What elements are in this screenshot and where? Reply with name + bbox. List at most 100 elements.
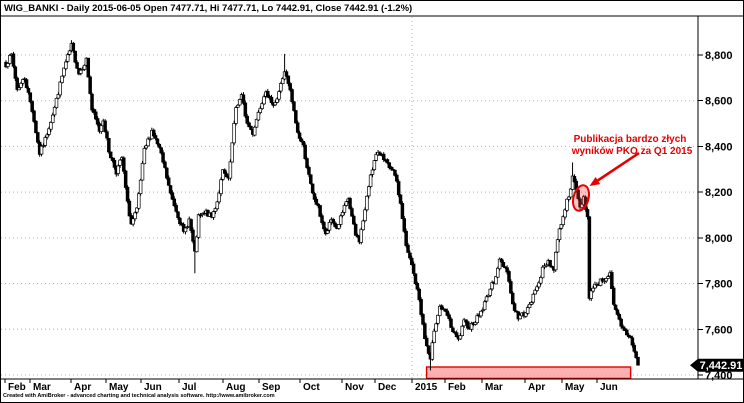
candle xyxy=(327,221,332,231)
last-price-label-box xyxy=(690,358,743,372)
candle xyxy=(350,208,354,217)
candle xyxy=(142,148,147,165)
x-axis-label: Mar xyxy=(33,382,51,393)
candle xyxy=(494,276,498,285)
candle xyxy=(555,239,560,253)
y-axis-label: 8,200 xyxy=(705,187,733,199)
y-axis-label: 8,000 xyxy=(705,233,733,245)
candle xyxy=(482,301,487,311)
candle xyxy=(237,99,242,106)
candle xyxy=(501,262,506,267)
candle xyxy=(123,170,128,188)
candle xyxy=(385,159,390,164)
candle xyxy=(342,205,347,213)
y-axis-label: 8,600 xyxy=(705,96,733,108)
candle xyxy=(628,335,633,338)
candle xyxy=(370,169,375,175)
candle xyxy=(189,219,193,231)
candle xyxy=(137,193,141,209)
axis-labels-layer: 8,800 8,600 8,400 8,200 8,000 7,800 7,600 7,400… xyxy=(8,50,733,393)
candle xyxy=(183,227,188,233)
candle xyxy=(527,303,532,308)
candle xyxy=(219,179,223,194)
candle xyxy=(561,216,565,225)
x-axis-label: Dec xyxy=(378,382,397,393)
candle xyxy=(75,62,79,69)
candle xyxy=(125,186,130,202)
candle xyxy=(191,229,195,242)
candle xyxy=(337,224,341,229)
candle xyxy=(50,114,55,124)
chart-title: WIG_BANKI - Daily 2015-06-05 Open 7477.7… xyxy=(4,3,413,14)
candle xyxy=(497,258,502,270)
candle xyxy=(415,282,420,290)
candle xyxy=(28,92,33,103)
candle xyxy=(606,276,610,279)
candle xyxy=(636,356,640,366)
candle xyxy=(131,218,135,225)
candle xyxy=(138,179,143,195)
candle xyxy=(381,153,386,161)
candle xyxy=(103,120,107,133)
candle xyxy=(17,87,21,91)
candle xyxy=(419,298,423,315)
candle xyxy=(62,67,66,77)
candle xyxy=(159,147,163,154)
last-price-label: 7,442.91 xyxy=(690,358,743,372)
candle xyxy=(122,157,126,172)
candle xyxy=(331,219,335,224)
annotation-text-line2: wyników PKO za Q1 2015 xyxy=(571,146,693,157)
x-axis-label: Feb xyxy=(8,382,26,393)
candle xyxy=(531,293,536,303)
x-axis-label: Aug xyxy=(226,382,245,393)
candle xyxy=(585,209,590,218)
candle xyxy=(438,305,442,317)
candle xyxy=(94,111,98,120)
x-axis-label: Sep xyxy=(262,382,280,393)
candle xyxy=(135,207,139,213)
candle xyxy=(260,103,264,109)
candle xyxy=(108,151,113,159)
candle xyxy=(305,158,309,168)
candle xyxy=(325,230,330,234)
candle xyxy=(273,102,278,106)
candle xyxy=(297,132,302,139)
candle xyxy=(374,153,378,161)
candle xyxy=(166,177,171,186)
y-axis-label: 7,800 xyxy=(705,279,733,291)
candle xyxy=(366,186,371,197)
candle xyxy=(230,142,234,163)
axes-layer xyxy=(1,15,743,383)
candle xyxy=(157,143,162,148)
candle xyxy=(279,83,283,92)
candle xyxy=(258,107,263,113)
candle xyxy=(389,166,393,170)
candle xyxy=(133,212,137,220)
candle xyxy=(112,159,117,168)
candle xyxy=(320,215,324,223)
candle xyxy=(140,162,145,181)
candle xyxy=(393,169,397,176)
support-zone-highlight xyxy=(425,366,632,380)
candle xyxy=(421,314,425,325)
candle xyxy=(434,323,438,332)
x-axis-label: Feb xyxy=(448,382,466,393)
candle xyxy=(252,126,257,136)
candle xyxy=(295,122,300,133)
candle xyxy=(243,102,248,117)
candle xyxy=(312,193,317,200)
candle xyxy=(11,53,16,67)
candle xyxy=(509,281,513,294)
candle xyxy=(71,42,76,52)
candle xyxy=(303,144,307,159)
candle xyxy=(353,223,358,236)
candle xyxy=(170,192,175,200)
candle xyxy=(172,198,177,207)
candle xyxy=(591,287,595,292)
candle xyxy=(45,134,49,138)
candle xyxy=(348,198,352,209)
candle xyxy=(99,125,104,132)
candle xyxy=(408,252,412,259)
candle xyxy=(368,174,373,187)
